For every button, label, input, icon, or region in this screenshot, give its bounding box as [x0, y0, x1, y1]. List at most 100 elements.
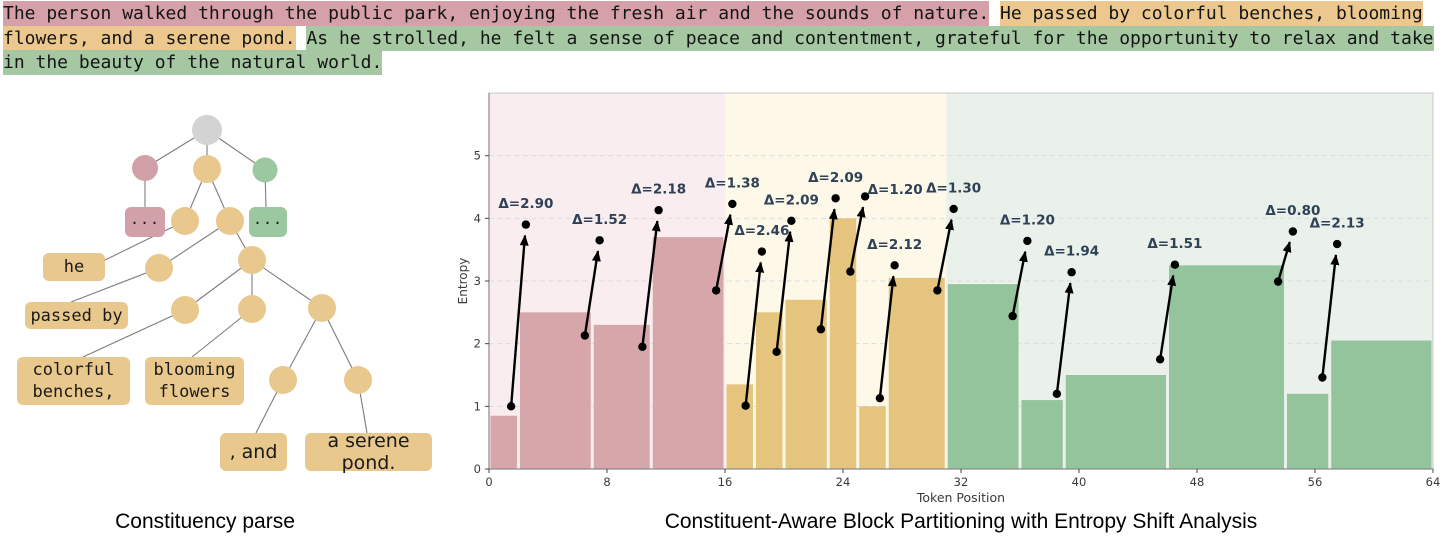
entropy-shift-arrow-10 — [1011, 250, 1028, 317]
tree-leaf-pink-ellipsis: ... — [125, 207, 165, 237]
arrow-end-dot-7 — [860, 192, 870, 201]
entropy-shift-arrow-14 — [1321, 253, 1340, 378]
arrow-end-dot-6 — [831, 194, 840, 203]
delta-label-9: Δ=1.30 — [926, 180, 981, 196]
arrow-start-dot-14 — [1318, 373, 1327, 382]
entropy-bar-block-11 — [1021, 400, 1063, 469]
arrow-start-dot-9 — [933, 286, 942, 295]
entropy-shift-arrow-5 — [775, 230, 794, 352]
arrow-start-dot-13 — [1273, 277, 1283, 286]
entropy-chart: 0 8 16 24 32 40 48 56 64 0 1 2 3 4 5 Token Position Entr… — [456, 92, 1440, 505]
tree-node-s3 — [252, 157, 278, 183]
delta-label-6: Δ=2.09 — [808, 170, 863, 186]
tree-edge-vp-v — [158, 220, 231, 269]
tree-leaf-colorful-benches: colorful benches, — [17, 357, 130, 405]
arrow-end-dot-1 — [595, 236, 604, 245]
arrow-start-dot-3 — [711, 286, 721, 295]
arrow-end-dot-14 — [1332, 239, 1342, 249]
entropy-bar-block-13 — [1169, 265, 1284, 469]
tree-node-s2 — [193, 155, 221, 183]
tree-edge-v-passed-by — [70, 267, 160, 303]
tree-node-v — [145, 254, 173, 282]
entropy-bar-block-8 — [859, 406, 886, 469]
delta-label-10: Δ=1.20 — [1000, 212, 1055, 228]
entropy-shift-arrow-0 — [509, 234, 529, 407]
arrow-start-dot-1 — [580, 331, 590, 340]
tree-edge-np1-colorful-benches — [82, 309, 186, 358]
y-tick-label-1: 1 — [474, 399, 481, 413]
tree-leaf-he: he — [43, 253, 105, 281]
tree-edge-np-he — [102, 220, 186, 262]
arrow-start-dot-7 — [846, 267, 855, 276]
arrow-end-dot-12 — [1170, 260, 1180, 269]
x-tick-label-56: 56 — [1308, 475, 1323, 489]
y-axis-label: Entropy — [456, 258, 470, 305]
entropy-shift-arrow-1 — [583, 250, 601, 336]
entropy-shift-arrow-4 — [744, 261, 765, 406]
tree-leaf-comma-and: , and — [220, 433, 287, 471]
y-tick-label-3: 3 — [474, 274, 481, 288]
tree-node-np3 — [308, 294, 336, 322]
entropy-shift-arrow-8 — [878, 275, 897, 399]
tree-leaf-passed-by: passed by — [25, 302, 128, 329]
entropy-shift-arrow-3 — [714, 213, 733, 291]
chart-caption: Constituent-Aware Block Partitioning wit… — [664, 510, 1258, 533]
arrow-end-dot-3 — [728, 199, 737, 209]
delta-label-1: Δ=1.52 — [572, 212, 627, 228]
tree-node-cc — [269, 366, 297, 394]
highlighted-sentences: The person walked through the public par… — [0, 1, 1445, 76]
arrow-start-dot-12 — [1155, 355, 1165, 364]
entropy-bar-block-9 — [888, 277, 945, 469]
delta-label-4: Δ=2.46 — [734, 223, 789, 239]
delta-label-11: Δ=1.94 — [1044, 244, 1099, 260]
x-tick-label-16: 16 — [718, 475, 733, 489]
arrow-end-dot-9 — [949, 204, 958, 214]
delta-label-5: Δ=2.09 — [764, 192, 819, 208]
tree-leaf-green-ellipsis: ... — [249, 207, 287, 237]
delta-label-7: Δ=1.20 — [868, 182, 923, 198]
entropy-shift-arrow-13 — [1276, 241, 1292, 282]
delta-label-14: Δ=2.13 — [1310, 216, 1365, 232]
arrow-end-dot-8 — [890, 261, 899, 270]
arrow-start-dot-11 — [1052, 389, 1062, 398]
entropy-shift-arrow-7 — [849, 206, 866, 272]
arrow-end-dot-0 — [521, 220, 531, 229]
x-tick-label-32: 32 — [954, 475, 969, 489]
tree-edge-obj-np3 — [251, 259, 323, 309]
x-tick-label-48: 48 — [1190, 475, 1205, 489]
tree-leaf-serene-pond: a serene pond. — [305, 430, 432, 474]
arrow-start-dot-5 — [772, 347, 781, 357]
arrow-end-dot-13 — [1288, 227, 1298, 236]
entropy-bar-block-15 — [1331, 340, 1432, 469]
entropy-bar-block-12 — [1065, 375, 1166, 469]
tree-node-np — [171, 207, 199, 235]
tree-node-vp — [216, 207, 244, 235]
arrow-start-dot-2 — [638, 342, 647, 351]
entropy-shift-arrow-2 — [641, 220, 661, 347]
parse-tree-nodes — [132, 115, 372, 394]
entropy-bar-block-3 — [652, 237, 724, 469]
y-tick-label-5: 5 — [474, 149, 481, 163]
tree-node-np4 — [344, 366, 372, 394]
arrow-start-dot-6 — [816, 325, 826, 334]
tree-node-s1 — [132, 155, 158, 181]
delta-label-0: Δ=2.90 — [498, 196, 553, 212]
entropy-bar-block-4 — [726, 384, 753, 469]
arrow-end-dot-11 — [1067, 268, 1076, 277]
delta-label-8: Δ=2.12 — [867, 237, 922, 253]
entropy-shift-arrow-9 — [936, 218, 954, 291]
arrow-end-dot-4 — [757, 247, 767, 256]
arrow-end-dot-2 — [654, 205, 663, 215]
tree-node-root — [192, 115, 222, 145]
arrow-start-dot-0 — [506, 402, 516, 411]
tree-node-np2 — [238, 295, 266, 323]
highlight-sentence-1: The person walked through the public par… — [3, 1, 990, 26]
delta-label-12: Δ=1.51 — [1147, 236, 1202, 252]
entropy-bar-block-10 — [947, 284, 1019, 469]
delta-label-2: Δ=2.18 — [631, 182, 686, 198]
x-tick-label-0: 0 — [485, 475, 492, 489]
y-tick-label-0: 0 — [474, 462, 481, 476]
arrow-start-dot-4 — [741, 401, 750, 410]
tree-node-obj — [238, 246, 266, 274]
